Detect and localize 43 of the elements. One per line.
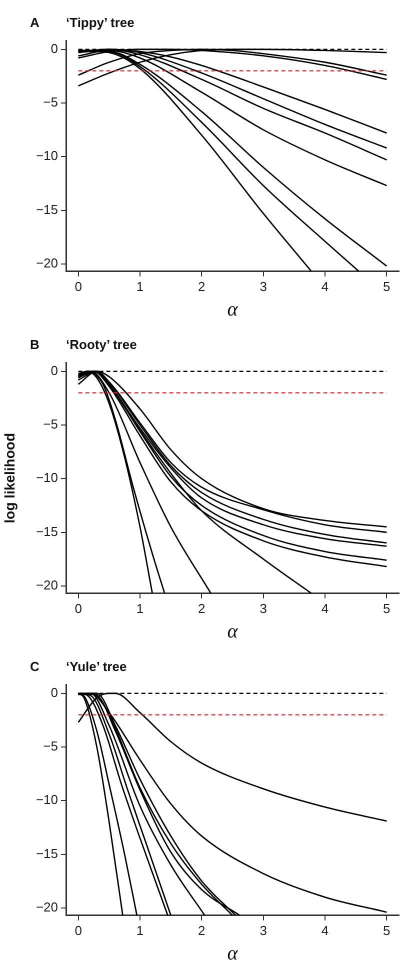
text: C [29, 659, 40, 674]
x-tick-label: 5 [383, 600, 390, 616]
y-tick-label: −10 [36, 792, 58, 808]
x-tick-label: 5 [383, 922, 390, 938]
x-axis-title: α [227, 620, 238, 642]
x-tick-label: 3 [260, 600, 267, 616]
x-tick-label: 0 [74, 278, 82, 294]
text: A [29, 15, 40, 30]
y-tick-label: −10 [36, 470, 58, 486]
y-tick-label: −5 [43, 416, 58, 432]
y-tick-label: 0 [50, 40, 58, 56]
y-tick-label: −20 [36, 577, 58, 592]
x-tick-label: 3 [260, 922, 267, 938]
y-tick-label: −20 [36, 899, 58, 914]
x-tick-label: 4 [321, 600, 329, 616]
x-tick-label: 1 [136, 922, 144, 938]
y-tick-label: 0 [50, 362, 58, 378]
x-tick-label: 2 [198, 600, 206, 616]
y-tick-label: −10 [36, 148, 58, 164]
text: B [29, 337, 40, 352]
chart-title: ‘Rooty’ tree [66, 337, 137, 352]
chart-title: ‘Yule’ tree [66, 659, 127, 674]
x-tick-label: 5 [383, 278, 390, 294]
x-tick-label: 1 [136, 600, 144, 616]
y-tick-label: −15 [36, 202, 58, 217]
y-axis-title: log likelihood [1, 432, 18, 524]
x-tick-label: 4 [321, 922, 329, 938]
x-tick-label: 3 [260, 278, 267, 294]
y-tick-label: −20 [36, 255, 58, 270]
y-tick-label: −15 [36, 846, 58, 861]
x-axis-title: α [227, 298, 238, 320]
y-tick-label: −5 [43, 738, 58, 754]
x-tick-label: 2 [198, 922, 206, 938]
x-tick-label: 2 [198, 278, 206, 294]
y-tick-label: 0 [50, 684, 58, 700]
x-tick-label: 0 [74, 600, 82, 616]
y-tick-label: −15 [36, 524, 58, 539]
x-tick-label: 1 [136, 278, 144, 294]
x-axis-title: α [227, 942, 238, 964]
y-tick-label: −5 [43, 94, 58, 110]
x-tick-label: 0 [74, 922, 82, 938]
chart-title: ‘Tippy’ tree [66, 15, 134, 30]
x-tick-label: 4 [321, 278, 329, 294]
